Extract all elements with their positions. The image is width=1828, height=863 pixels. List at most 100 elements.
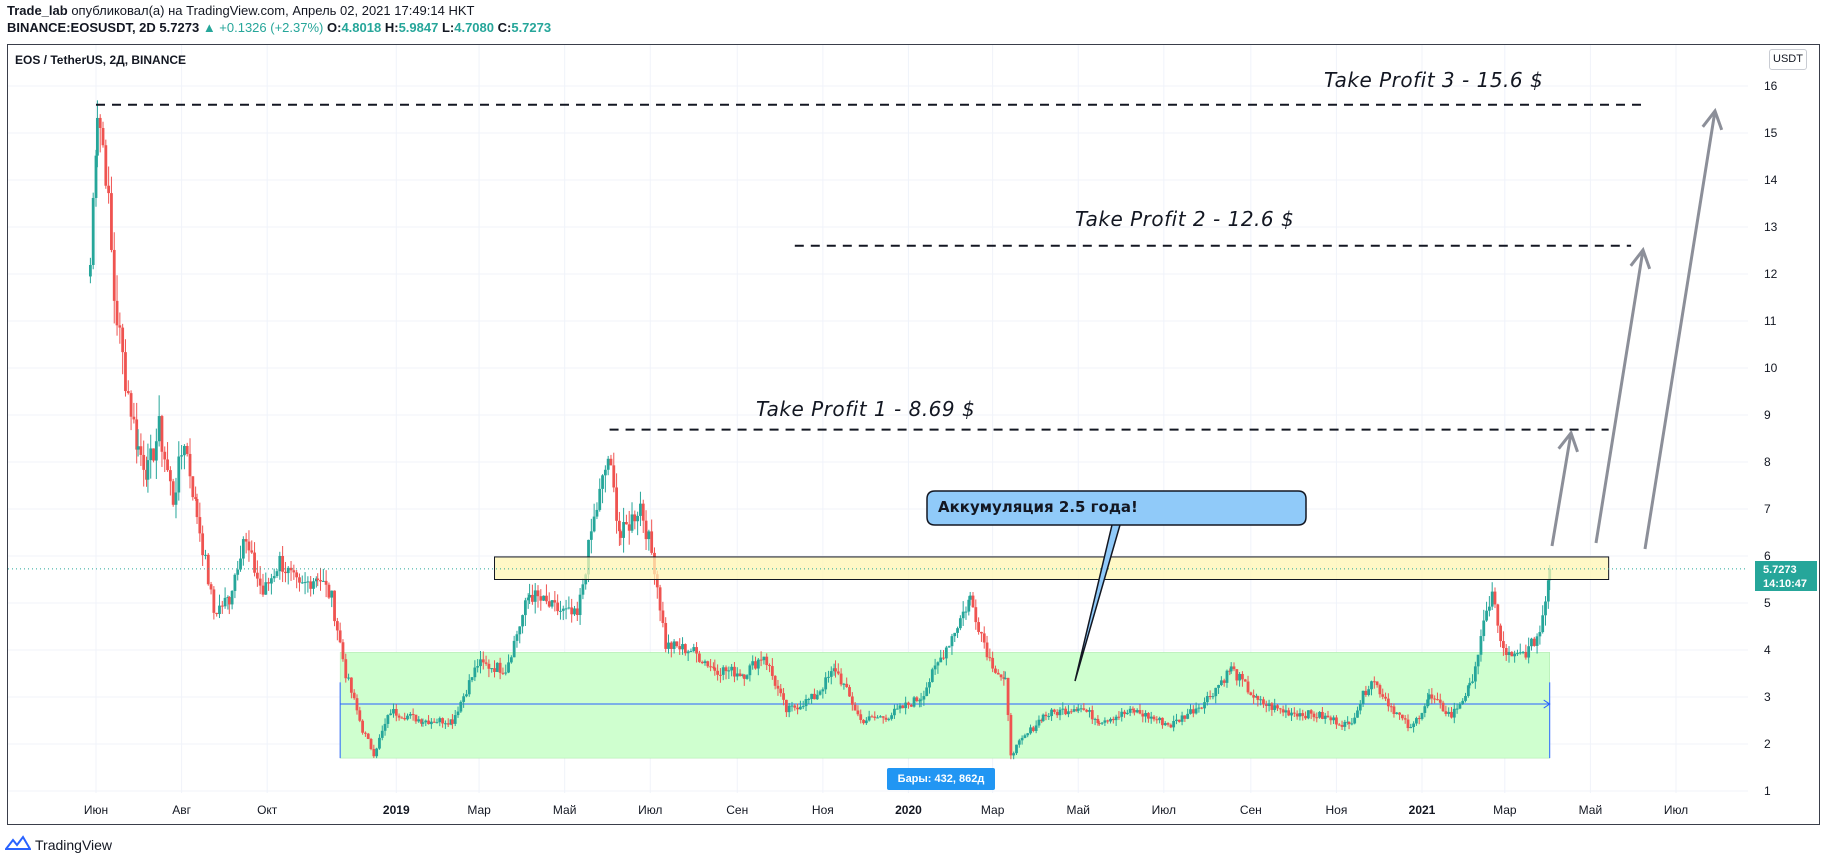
candle-body bbox=[1320, 711, 1324, 719]
candle-body bbox=[977, 622, 981, 632]
candle-body bbox=[942, 657, 945, 659]
candle-body bbox=[853, 704, 857, 711]
candle-body bbox=[112, 249, 116, 301]
candle-body bbox=[765, 656, 769, 666]
candle-body bbox=[1243, 679, 1247, 682]
footer-brand[interactable]: TradingView bbox=[3, 835, 112, 854]
candle-body bbox=[1482, 620, 1486, 637]
candle-body bbox=[261, 585, 265, 595]
x-tick-label: Май bbox=[1066, 803, 1090, 817]
candle-body bbox=[1252, 695, 1256, 698]
candle-body bbox=[204, 554, 207, 556]
candle-body bbox=[1466, 685, 1470, 697]
candle-body bbox=[1298, 713, 1302, 717]
candle-body bbox=[1398, 712, 1401, 715]
candle-body bbox=[1516, 653, 1519, 655]
candle-body bbox=[622, 522, 626, 538]
candle-body bbox=[91, 197, 95, 265]
candle-body bbox=[1427, 694, 1431, 700]
candle-body bbox=[421, 722, 425, 724]
candle-body bbox=[947, 646, 951, 648]
candle-body bbox=[1389, 706, 1393, 708]
candle-body bbox=[878, 716, 882, 718]
candle-body bbox=[139, 446, 143, 455]
candle-body bbox=[171, 481, 175, 505]
candle-body bbox=[636, 515, 640, 522]
low-label: L: bbox=[441, 20, 455, 35]
close-value: 5.7273 bbox=[511, 20, 552, 35]
candle-body bbox=[1175, 719, 1178, 721]
candle-body bbox=[681, 644, 684, 650]
currency-button[interactable]: USDT bbox=[1769, 49, 1807, 70]
x-tick-label: 2021 bbox=[1409, 803, 1436, 817]
candle-body bbox=[1052, 709, 1056, 712]
candle-body bbox=[1335, 717, 1338, 725]
candle-body bbox=[1031, 727, 1035, 731]
candle-body bbox=[727, 670, 731, 672]
candle-body bbox=[936, 662, 940, 666]
candle-body bbox=[829, 671, 833, 677]
candle-body bbox=[303, 582, 307, 584]
candle-body bbox=[160, 416, 164, 452]
candle-body bbox=[807, 698, 811, 700]
candle-body bbox=[901, 705, 905, 709]
candle-body bbox=[919, 699, 923, 701]
candle-body bbox=[226, 597, 230, 599]
candle-body bbox=[762, 656, 766, 661]
candle-body bbox=[873, 716, 877, 718]
candle-body bbox=[1232, 666, 1236, 670]
candle-body bbox=[1180, 715, 1184, 722]
y-tick-label: 16 bbox=[1764, 79, 1778, 93]
candle-body bbox=[862, 719, 865, 724]
candle-body bbox=[352, 692, 356, 699]
chart-frame[interactable] bbox=[7, 44, 1820, 825]
symbol-label: BINANCE:EOSUSDT, 2D bbox=[7, 20, 156, 35]
high-label: H: bbox=[384, 20, 399, 35]
candle-body bbox=[999, 674, 1003, 678]
candle-body bbox=[1040, 719, 1044, 722]
candle-body bbox=[1002, 677, 1006, 679]
candle-body bbox=[581, 584, 585, 595]
author-name[interactable]: Trade_lab bbox=[7, 3, 68, 18]
candle-body bbox=[633, 514, 637, 522]
candle-body bbox=[1225, 670, 1229, 683]
candle-body bbox=[490, 668, 494, 670]
candle-body bbox=[845, 683, 849, 688]
candle-body bbox=[194, 497, 198, 499]
x-tick-label: 2020 bbox=[895, 803, 922, 817]
candle-body bbox=[1064, 708, 1068, 715]
candle-body bbox=[1318, 711, 1321, 718]
candle-body bbox=[1169, 724, 1173, 728]
candle-body bbox=[561, 608, 565, 611]
candle-body bbox=[1264, 704, 1268, 706]
candle-body bbox=[1461, 700, 1465, 704]
candle-body bbox=[1347, 721, 1351, 724]
candle-body bbox=[163, 451, 167, 460]
candle-body bbox=[493, 668, 496, 672]
candle-body bbox=[1273, 705, 1277, 710]
x-tick-label: Сен bbox=[726, 803, 748, 817]
candle-body bbox=[1417, 718, 1421, 720]
candle-body bbox=[859, 714, 863, 720]
candle-body bbox=[944, 647, 948, 659]
candle-body bbox=[1356, 710, 1359, 718]
candle-body bbox=[893, 708, 896, 716]
candle-body bbox=[1186, 713, 1190, 719]
candle-body bbox=[598, 488, 602, 510]
candle-body bbox=[1072, 709, 1076, 712]
candle-body bbox=[672, 641, 676, 649]
candle-body bbox=[484, 662, 488, 664]
candle-body bbox=[898, 705, 902, 709]
candle-body bbox=[1436, 699, 1439, 701]
candle-body bbox=[801, 706, 805, 708]
candle-body bbox=[578, 594, 582, 616]
candle-body bbox=[641, 503, 645, 521]
x-tick-label: Сен bbox=[1240, 803, 1262, 817]
candle-body bbox=[824, 677, 828, 690]
y-tick-label: 10 bbox=[1764, 361, 1778, 375]
candle-body bbox=[1343, 721, 1347, 727]
candle-body bbox=[745, 675, 749, 679]
candle-body bbox=[1158, 717, 1162, 721]
candle-body bbox=[1267, 703, 1271, 706]
